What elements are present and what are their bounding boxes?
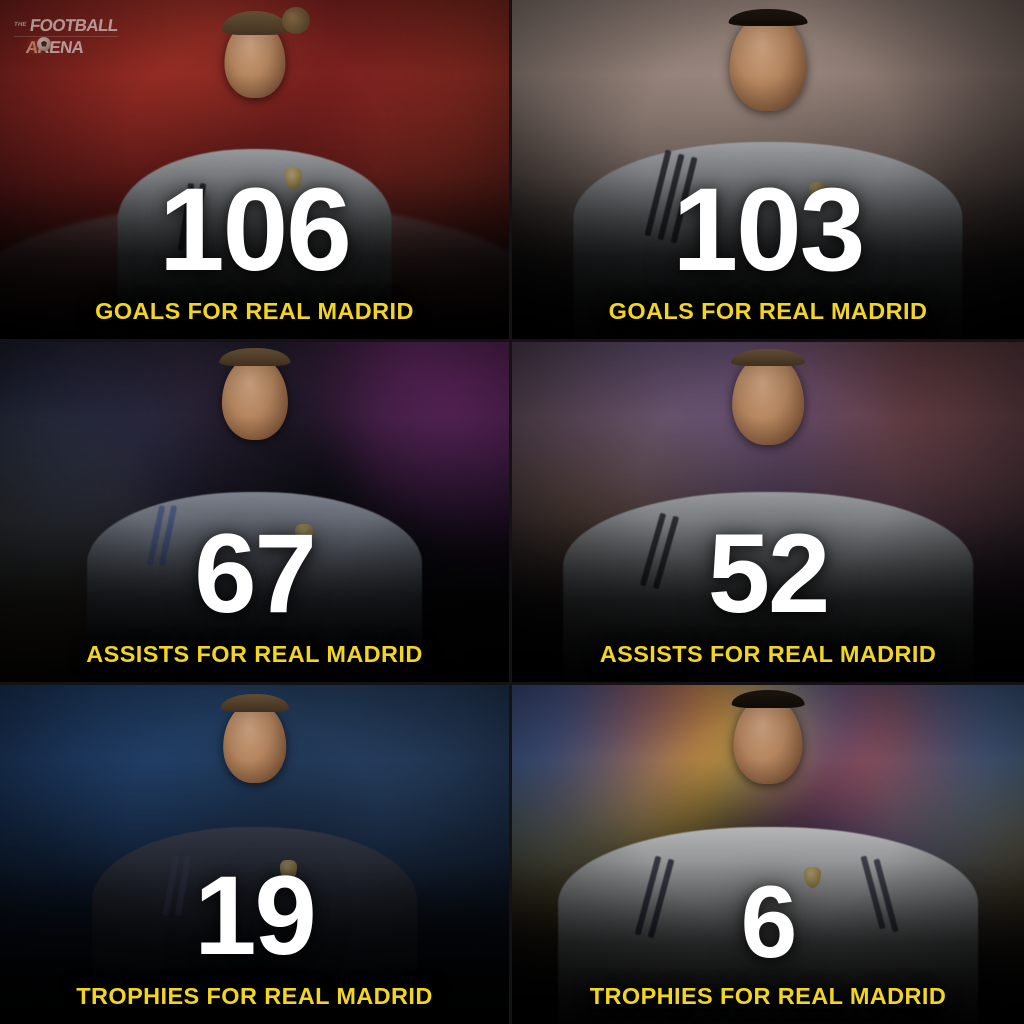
watermark-logo: THE FOOTBALL ARENA [13,13,119,59]
stat-caption: TROPHIES FOR REAL MADRID [76,983,433,1009]
stat-panel-assists-left[interactable]: 67 ASSISTS FOR REAL MADRID [0,342,509,682]
grid-divider-horizontal [0,682,1024,685]
watermark-divider [14,35,118,37]
watermark-word-arena: ARENA [24,37,85,57]
stat-panel-goals-left[interactable]: THE FOOTBALL ARENA 106 GOALS FOR REAL MA… [0,0,509,339]
stat-caption: GOALS FOR REAL MADRID [95,298,414,324]
grid-divider-vertical [509,685,512,1024]
stat-caption: TROPHIES FOR REAL MADRID [589,983,947,1009]
stat-panel-goals-right[interactable]: 103 GOALS FOR REAL MADRID [512,0,1024,339]
stat-value: 67 [194,511,317,637]
panel-vignette [512,685,1024,1024]
stat-value: 52 [707,511,831,637]
watermark-word-football: FOOTBALL [28,15,119,35]
watermark-prefix: THE [13,22,28,28]
stat-panel-trophies-right[interactable]: 6 TROPHIES FOR REAL MADRID [512,685,1024,1024]
flaming-football-icon [37,37,51,51]
panel-vignette [512,342,1024,682]
stat-value: 103 [672,164,866,297]
stat-panel-assists-right[interactable]: 52 ASSISTS FOR REAL MADRID [512,342,1024,682]
grid-divider-vertical [509,0,512,339]
stat-value: 106 [159,164,352,297]
panel-vignette [0,342,509,682]
stat-caption: GOALS FOR REAL MADRID [608,298,928,324]
grid-divider-vertical [509,342,512,682]
panel-vignette [0,685,509,1024]
grid-divider-horizontal [0,339,1024,342]
stat-value: 6 [740,865,798,980]
stat-caption: ASSISTS FOR REAL MADRID [599,641,937,667]
panel-vignette [512,0,1024,339]
stat-panel-trophies-left[interactable]: 19 TROPHIES FOR REAL MADRID [0,685,509,1024]
panel-vignette [0,0,509,339]
stat-caption: ASSISTS FOR REAL MADRID [86,641,423,667]
stat-value: 19 [194,853,317,979]
